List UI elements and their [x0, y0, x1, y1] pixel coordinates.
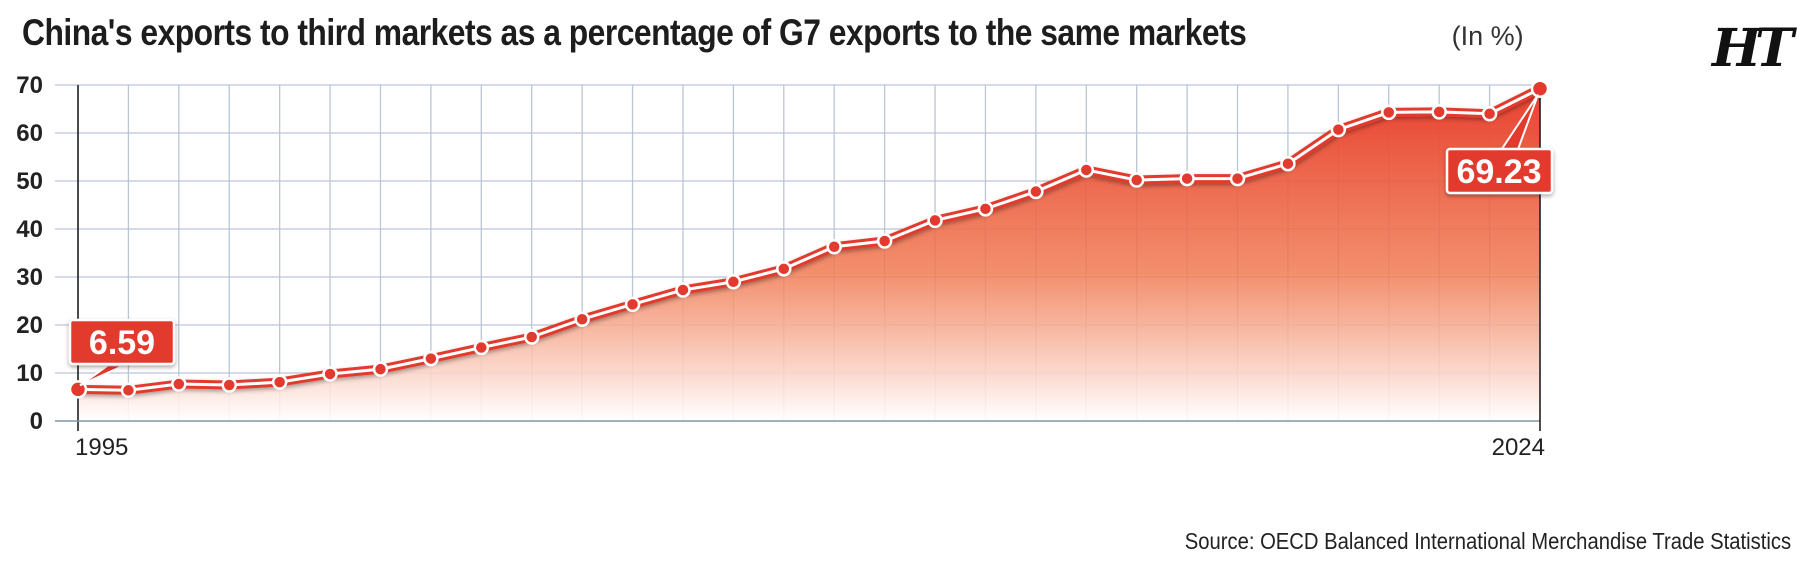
data-point — [1078, 162, 1095, 178]
y-tick-label: 50 — [16, 168, 43, 195]
data-point — [1381, 104, 1397, 121]
data-point — [675, 282, 691, 298]
unit-label: (In %) — [1451, 21, 1524, 51]
y-tick-label: 40 — [16, 216, 43, 243]
data-point — [1280, 155, 1296, 172]
series-line-inner — [76, 87, 1542, 392]
source-note: Source: OECD Balanced International Merc… — [1184, 528, 1791, 554]
data-point — [1179, 170, 1195, 187]
data-point — [927, 212, 943, 229]
callouts: 6.59 69.23 — [68, 94, 1554, 387]
chart-title: China's exports to third markets as a pe… — [22, 12, 1247, 53]
data-point — [624, 296, 641, 313]
tick-labels: 0 10 20 30 40 50 60 70 1995 2024 — [16, 72, 1545, 461]
data-point — [221, 377, 237, 393]
callout-box — [68, 318, 176, 366]
data-point — [120, 382, 137, 399]
line-layer — [73, 84, 1545, 395]
data-point — [1028, 183, 1044, 200]
data-points — [68, 79, 1550, 399]
y-tick-label: 30 — [16, 264, 43, 291]
data-point — [322, 366, 338, 382]
callout-label: 6.59 — [89, 324, 155, 362]
data-point — [1481, 106, 1498, 122]
data-point — [776, 261, 792, 277]
data-point — [372, 361, 389, 377]
data-point — [977, 201, 994, 217]
data-point — [725, 274, 742, 290]
data-point — [171, 376, 187, 392]
data-point — [876, 233, 893, 249]
y-tick-label: 20 — [16, 312, 43, 339]
callout-label: 69.23 — [1456, 153, 1541, 191]
x-tick-label: 2024 — [1492, 434, 1545, 461]
callout-pointer — [79, 364, 125, 387]
chart-title-row: China's exports to third markets as a pe… — [22, 12, 1524, 54]
data-point — [574, 311, 590, 327]
data-point — [271, 374, 288, 390]
area-layer — [78, 88, 1540, 422]
data-point — [1128, 172, 1145, 188]
y-tick-label: 10 — [16, 360, 43, 387]
ht-logo: HT — [1712, 18, 1794, 79]
x-tick-label: 1995 — [75, 434, 128, 461]
y-tick-label: 0 — [30, 408, 43, 435]
y-tick-label: 60 — [16, 120, 43, 147]
data-point — [1330, 121, 1347, 138]
data-point — [1431, 104, 1447, 120]
callout-box — [1445, 147, 1554, 195]
data-point — [826, 239, 842, 255]
axes — [55, 85, 1541, 431]
data-point — [1229, 170, 1246, 187]
data-point — [473, 339, 490, 356]
area-fill — [78, 88, 1540, 422]
data-point — [423, 350, 439, 367]
data-point — [523, 329, 540, 345]
data-point — [1530, 79, 1550, 98]
y-tick-label: 70 — [16, 72, 43, 99]
